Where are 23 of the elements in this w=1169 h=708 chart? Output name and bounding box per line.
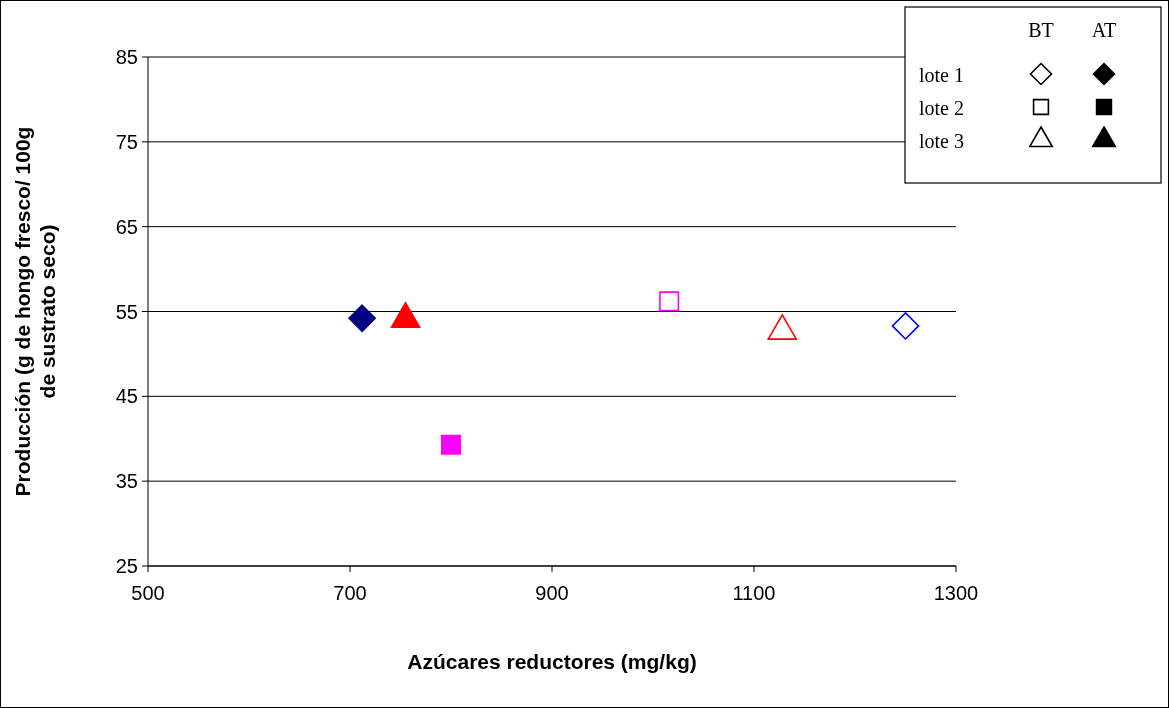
- x-tick-label: 1300: [933, 582, 979, 604]
- point: [440, 434, 462, 455]
- x-tick-label: 500: [131, 582, 165, 604]
- point: [891, 312, 920, 340]
- annotation: lote 1: [919, 64, 964, 86]
- y-tick-label: 35: [115, 470, 138, 493]
- text: BT: [1028, 19, 1054, 41]
- x-tick-label: 900: [535, 582, 569, 604]
- y-tick-label: 25: [115, 555, 138, 577]
- annotation: lote 3: [919, 130, 964, 152]
- y-tick-label: 65: [115, 215, 138, 238]
- y-tick-label: 45: [115, 385, 138, 408]
- point: [659, 291, 680, 312]
- x-tick-label: 1100: [732, 582, 776, 604]
- x-tick-label: 700: [333, 582, 367, 604]
- y-tick-label: 75: [115, 130, 138, 153]
- y-axis-title: Producción (g de hongo fresco/ 100g de sustrato seco): [11, 126, 59, 497]
- x-axis-title: Azúcares reductores (mg/kg): [407, 650, 697, 673]
- annotation: lote 2: [919, 97, 964, 119]
- point: [348, 304, 376, 333]
- text: AT: [1091, 19, 1117, 41]
- y-tick-label: 85: [115, 46, 138, 68]
- y-tick-label: 55: [115, 300, 138, 323]
